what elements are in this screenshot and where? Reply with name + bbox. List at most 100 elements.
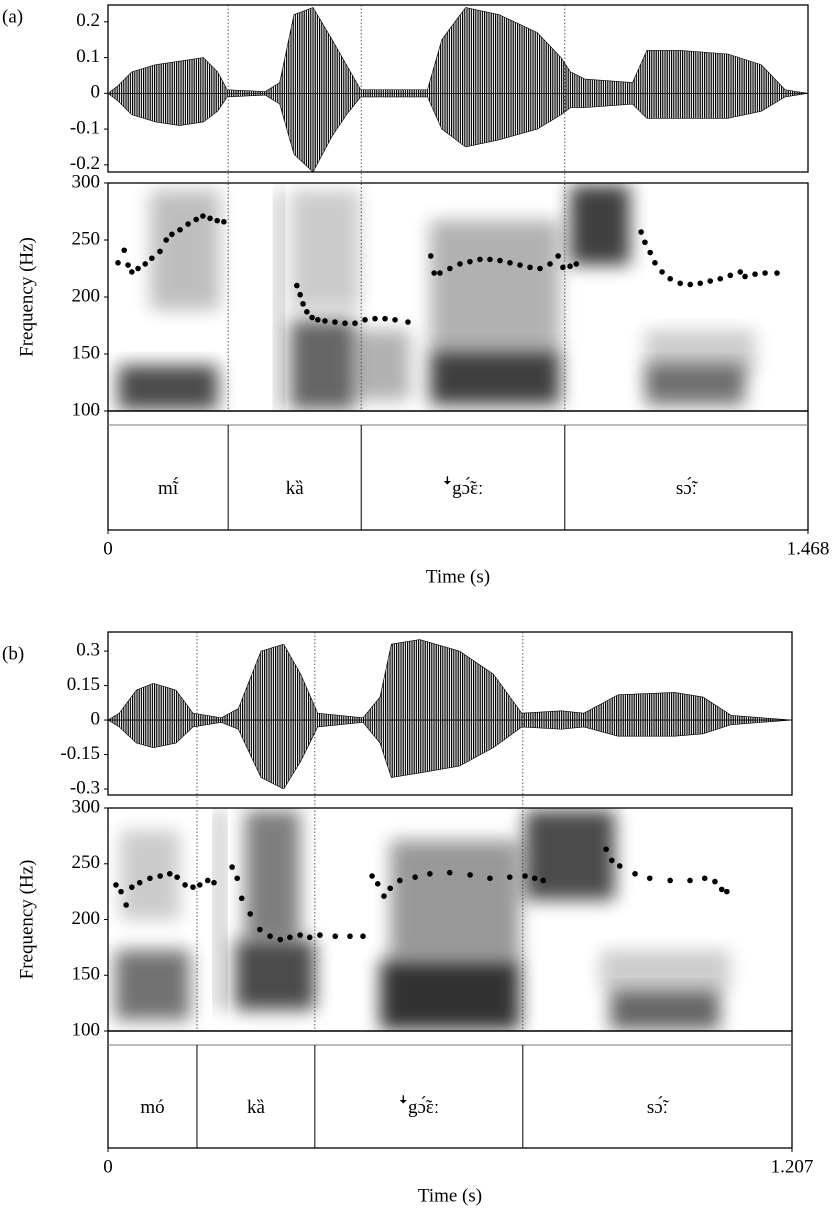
pitch-point	[125, 262, 131, 268]
pitch-point	[737, 269, 744, 275]
y-tick-label: 100	[72, 1019, 101, 1040]
x-tick-label: 1.207	[771, 1156, 814, 1177]
panel-label: (b)	[2, 643, 24, 664]
pitch-point	[247, 911, 254, 917]
interval-label: sɔ̃́ː	[676, 477, 699, 499]
pitch-point	[707, 278, 714, 284]
pitch-point	[646, 875, 653, 882]
spectrogram-shade	[235, 940, 315, 1010]
x-axis-label: Time (s)	[418, 1185, 482, 1206]
pitch-point	[306, 934, 313, 941]
waveform-lower	[107, 93, 809, 173]
pitch-point	[392, 317, 398, 323]
pitch-point	[332, 319, 338, 325]
spectrogram-shade	[118, 365, 218, 410]
pitch-point	[387, 885, 394, 892]
pitch-point	[300, 301, 306, 307]
spectrogram-shade	[645, 330, 755, 375]
tier-frame	[107, 410, 809, 531]
pitch-point	[200, 213, 206, 219]
pitch-point	[446, 869, 453, 876]
pitch-point	[667, 877, 673, 884]
pitch-point	[697, 280, 704, 287]
pitch-point	[129, 884, 135, 890]
pitch-point	[687, 281, 694, 288]
y-tick-label: 0	[91, 708, 101, 729]
tier-frame	[107, 1030, 793, 1149]
pitch-point	[309, 314, 315, 321]
pitch-point	[652, 260, 658, 266]
pitch-point	[467, 258, 473, 265]
pitch-point	[667, 275, 673, 282]
y-tick-label: 200	[72, 285, 101, 306]
pitch-point	[540, 877, 547, 884]
pitch-point	[507, 260, 513, 266]
x-tick-label: 1.468	[787, 538, 830, 559]
pitch-point	[467, 872, 473, 878]
pitch-point	[315, 317, 321, 323]
pitch-point	[647, 249, 653, 256]
y-tick-label: 0.2	[76, 10, 100, 31]
y-tick-label: 150	[72, 342, 101, 363]
pitch-point	[304, 309, 310, 315]
waveform-lower	[106, 719, 793, 790]
pitch-point	[616, 863, 623, 869]
pitch-point	[121, 247, 128, 254]
pitch-point	[742, 273, 748, 280]
pitch-point	[428, 253, 434, 259]
pitch-point	[487, 256, 493, 263]
pitch-point	[136, 879, 143, 886]
pitch-point	[352, 320, 358, 327]
waveform-frame	[107, 4, 809, 173]
pitch-point	[608, 857, 615, 864]
pitch-point	[234, 875, 241, 882]
pitch-point	[372, 315, 378, 322]
pitch-point	[332, 933, 339, 940]
pitch-point	[221, 218, 227, 225]
pitch-point	[177, 226, 183, 233]
spectrogram-shade	[525, 810, 615, 900]
pitch-point	[522, 873, 528, 879]
y-tick-label: 200	[72, 908, 101, 929]
pitch-point	[701, 875, 708, 882]
pitch-point	[174, 874, 180, 880]
pitch-point	[157, 248, 163, 255]
spectrogram	[118, 185, 755, 410]
pitch-point	[277, 936, 284, 943]
pitch-point	[267, 933, 273, 940]
pitch-point	[347, 933, 353, 940]
pitch-point	[382, 315, 388, 322]
pitch-point	[287, 934, 293, 941]
interval-label: sɔ̃́ː	[647, 1096, 670, 1118]
waveform-upper	[106, 639, 793, 721]
pitch-point	[149, 255, 155, 262]
spectrogram-shade	[245, 810, 300, 940]
y-tick-label: 0.3	[76, 639, 100, 660]
pitch-point	[774, 270, 780, 276]
pitch-point	[537, 265, 543, 272]
pitch-point	[752, 271, 758, 278]
pitch-point	[229, 864, 235, 870]
y-axis-label: Frequency (Hz)	[16, 237, 37, 357]
interval-label: mó	[140, 1097, 164, 1118]
y-tick-label: 0	[91, 82, 101, 103]
y-tick-label: -0.15	[60, 743, 100, 764]
pitch-point	[517, 262, 523, 268]
pitch-point	[113, 882, 119, 888]
spectrogram-shade	[290, 320, 355, 410]
pitch-point	[123, 902, 129, 908]
pitch-point	[157, 873, 163, 879]
pitch-point	[369, 873, 375, 879]
pitch-point	[294, 282, 300, 289]
pitch-point	[687, 877, 693, 884]
spectrogram-shade	[570, 185, 630, 265]
pitch-point	[193, 216, 200, 223]
y-axis-label: Frequency (Hz)	[16, 860, 37, 980]
spectrogram-shade	[215, 810, 225, 1010]
pitch-point	[297, 291, 303, 298]
pitch-point	[207, 215, 213, 222]
pitch-point	[374, 881, 381, 887]
pitch-point	[447, 265, 453, 272]
waveform-upper	[107, 7, 809, 94]
pitch-point	[297, 932, 303, 938]
